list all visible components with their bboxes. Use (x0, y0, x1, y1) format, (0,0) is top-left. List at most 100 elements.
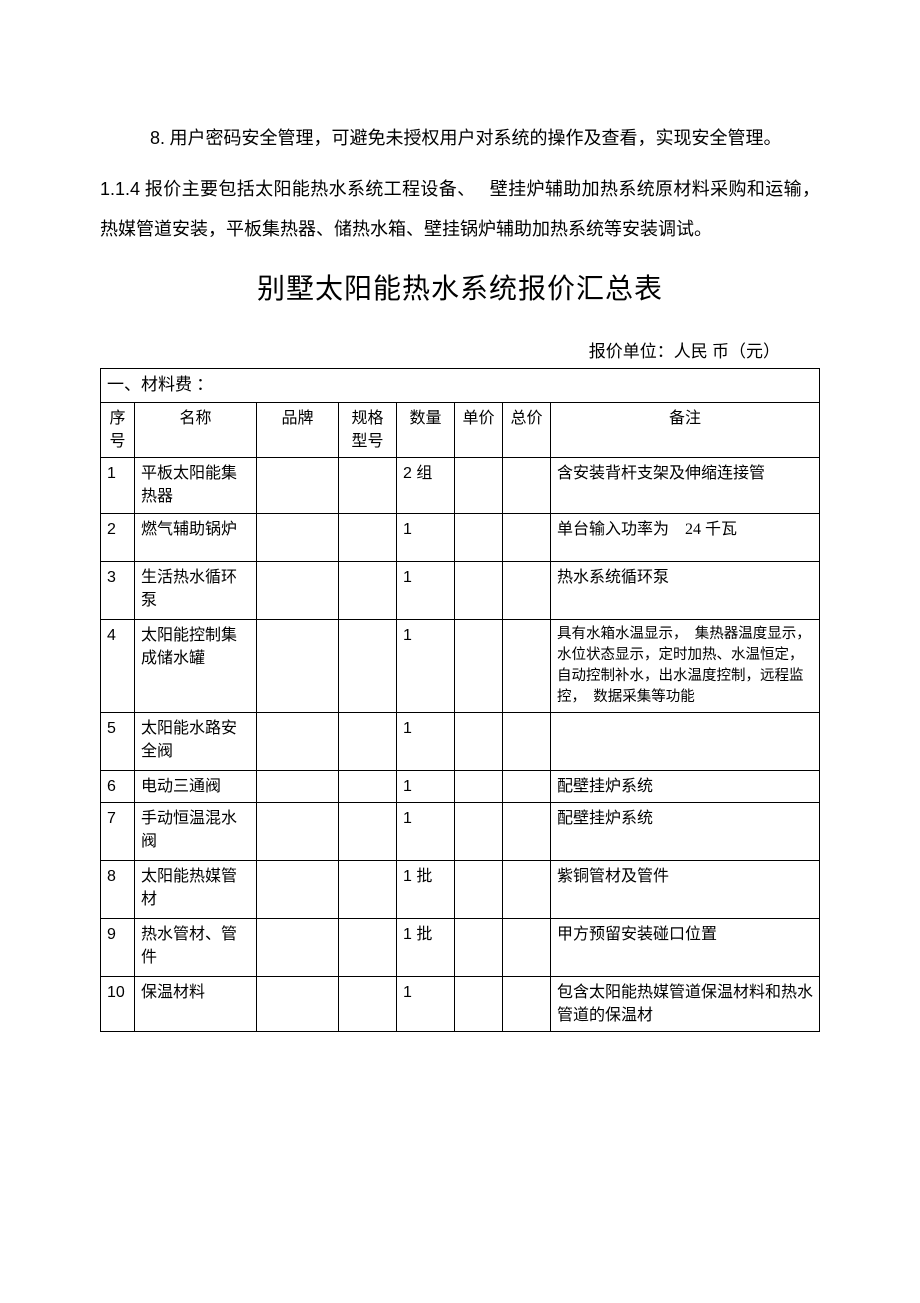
cell-brand (257, 802, 339, 860)
cell-unit-price (455, 976, 503, 1031)
cell-name: 保温材料 (135, 976, 257, 1031)
cell-qty: 1 (397, 619, 455, 712)
cell-name: 生活热水循环泵 (135, 561, 257, 619)
paragraph-8: 8. 用户密码安全管理，可避免未授权用户对系统的操作及查看，实现安全管理。 (100, 120, 820, 156)
cell-spec (339, 770, 397, 802)
cell-name: 平板太阳能集热器 (135, 458, 257, 513)
cell-name: 太阳能热媒管材 (135, 860, 257, 918)
cell-qty: 1 批 (397, 860, 455, 918)
cell-seq: 8 (101, 860, 135, 918)
cell-spec (339, 976, 397, 1031)
cell-total (503, 513, 551, 561)
cell-brand (257, 712, 339, 770)
table-row: 5 太阳能水路安全阀 1 (101, 712, 820, 770)
cell-seq: 6 (101, 770, 135, 802)
cell-unit-price (455, 619, 503, 712)
page-title: 别墅太阳能热水系统报价汇总表 (100, 267, 820, 307)
table-row: 2 燃气辅助锅炉 1 单台输入功率为 24 千瓦 (101, 513, 820, 561)
cell-remark: 配壁挂炉系统 (551, 770, 820, 802)
cell-name: 热水管材、管件 (135, 918, 257, 976)
cell-remark: 含安装背杆支架及伸缩连接管 (551, 458, 820, 513)
table-row: 1 平板太阳能集热器 2 组 含安装背杆支架及伸缩连接管 (101, 458, 820, 513)
para114-text: 报价主要包括太阳能热水系统工程设备、 壁挂炉辅助加热系统原材料采购和运输，热媒管… (100, 179, 820, 239)
cell-remark (551, 712, 820, 770)
cell-remark: 紫铜管材及管件 (551, 860, 820, 918)
table-row: 3 生活热水循环泵 1 热水系统循环泵 (101, 561, 820, 619)
cell-remark: 单台输入功率为 24 千瓦 (551, 513, 820, 561)
cell-name: 手动恒温混水阀 (135, 802, 257, 860)
cell-total (503, 976, 551, 1031)
para8-number: 8. (100, 120, 165, 156)
cell-brand (257, 619, 339, 712)
cell-remark: 具有水箱水温显示， 集热器温度显示，水位状态显示，定时加热、水温恒定，自动控制补… (551, 619, 820, 712)
cell-spec (339, 458, 397, 513)
cell-unit-price (455, 458, 503, 513)
cell-seq: 9 (101, 918, 135, 976)
cell-spec (339, 802, 397, 860)
table-header-row: 序号 名称 品牌 规格型号 数量 单价 总价 备注 (101, 402, 820, 457)
cell-qty: 1 批 (397, 918, 455, 976)
cell-brand (257, 860, 339, 918)
col-name: 名称 (135, 402, 257, 457)
cell-remark: 包含太阳能热媒管道保温材料和热水管道的保温材 (551, 976, 820, 1031)
cell-unit-price (455, 513, 503, 561)
col-unit-price: 单价 (455, 402, 503, 457)
cell-seq: 3 (101, 561, 135, 619)
cell-spec (339, 712, 397, 770)
table-row: 4 太阳能控制集成储水罐 1 具有水箱水温显示， 集热器温度显示，水位状态显示，… (101, 619, 820, 712)
cell-brand (257, 561, 339, 619)
col-spec: 规格型号 (339, 402, 397, 457)
cell-qty: 1 (397, 802, 455, 860)
col-qty: 数量 (397, 402, 455, 457)
cell-qty: 2 组 (397, 458, 455, 513)
cell-seq: 5 (101, 712, 135, 770)
paragraph-114: 1.1.4 报价主要包括太阳能热水系统工程设备、 壁挂炉辅助加热系统原材料采购和… (100, 170, 820, 249)
cell-total (503, 770, 551, 802)
table-row: 10 保温材料 1 包含太阳能热媒管道保温材料和热水管道的保温材 (101, 976, 820, 1031)
cell-seq: 7 (101, 802, 135, 860)
cell-qty: 1 (397, 561, 455, 619)
col-total: 总价 (503, 402, 551, 457)
cell-seq: 4 (101, 619, 135, 712)
col-seq: 序号 (101, 402, 135, 457)
cell-qty: 1 (397, 770, 455, 802)
cell-brand (257, 918, 339, 976)
cell-total (503, 802, 551, 860)
cell-remark: 配壁挂炉系统 (551, 802, 820, 860)
table-row: 9 热水管材、管件 1 批 甲方预留安装碰口位置 (101, 918, 820, 976)
table-row: 7 手动恒温混水阀 1 配壁挂炉系统 (101, 802, 820, 860)
cell-brand (257, 976, 339, 1031)
cell-qty: 1 (397, 513, 455, 561)
cell-spec (339, 918, 397, 976)
cell-total (503, 619, 551, 712)
cell-total (503, 918, 551, 976)
cell-brand (257, 458, 339, 513)
cell-total (503, 712, 551, 770)
cell-name: 燃气辅助锅炉 (135, 513, 257, 561)
unit-line: 报价单位：人民 币（元） (100, 337, 820, 362)
table-row: 8 太阳能热媒管材 1 批 紫铜管材及管件 (101, 860, 820, 918)
section-header-cell: 一、材料费 ： (101, 369, 820, 403)
cell-total (503, 458, 551, 513)
col-remark: 备注 (551, 402, 820, 457)
cell-spec (339, 513, 397, 561)
para114-number: 1.1.4 (100, 179, 140, 199)
cell-spec (339, 860, 397, 918)
cell-brand (257, 513, 339, 561)
cell-unit-price (455, 802, 503, 860)
col-brand: 品牌 (257, 402, 339, 457)
cell-total (503, 860, 551, 918)
cell-unit-price (455, 770, 503, 802)
para8-text: 用户密码安全管理，可避免未授权用户对系统的操作及查看，实现安全管理。 (170, 128, 782, 148)
cell-seq: 2 (101, 513, 135, 561)
table-section-row: 一、材料费 ： (101, 369, 820, 403)
cell-spec (339, 619, 397, 712)
cell-total (503, 561, 551, 619)
cell-spec (339, 561, 397, 619)
cell-remark: 热水系统循环泵 (551, 561, 820, 619)
cell-remark: 甲方预留安装碰口位置 (551, 918, 820, 976)
cell-name: 太阳能水路安全阀 (135, 712, 257, 770)
cell-seq: 1 (101, 458, 135, 513)
cell-unit-price (455, 918, 503, 976)
table-row: 6 电动三通阀 1 配壁挂炉系统 (101, 770, 820, 802)
